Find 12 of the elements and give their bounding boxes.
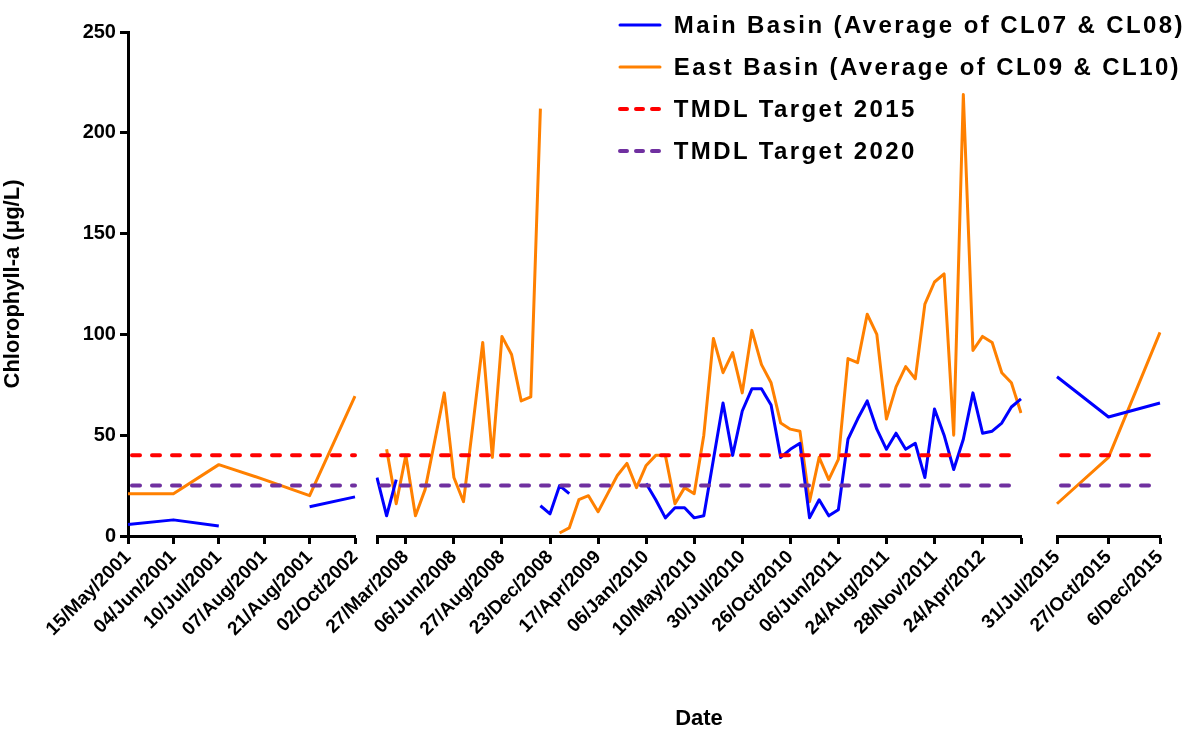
y-tick-label: 250 xyxy=(82,19,116,42)
x-axis-title: Date xyxy=(675,704,723,730)
legend-label: TMDL Target 2015 xyxy=(673,95,917,123)
legend-label: TMDL Target 2020 xyxy=(673,137,917,165)
y-tick-label: 0 xyxy=(104,523,116,546)
y-tick-label: 100 xyxy=(82,321,116,344)
legend-label: East Basin (Average of CL09 & CL10) xyxy=(673,53,1182,81)
legend-label: Main Basin (Average of CL07 & CL08) xyxy=(673,11,1185,39)
y-tick-label: 200 xyxy=(82,120,116,143)
y-tick-label: 50 xyxy=(93,422,116,445)
y-tick-label: 150 xyxy=(82,221,116,244)
y-axis-title: Chlorophyll-a (μg/L) xyxy=(0,179,25,389)
